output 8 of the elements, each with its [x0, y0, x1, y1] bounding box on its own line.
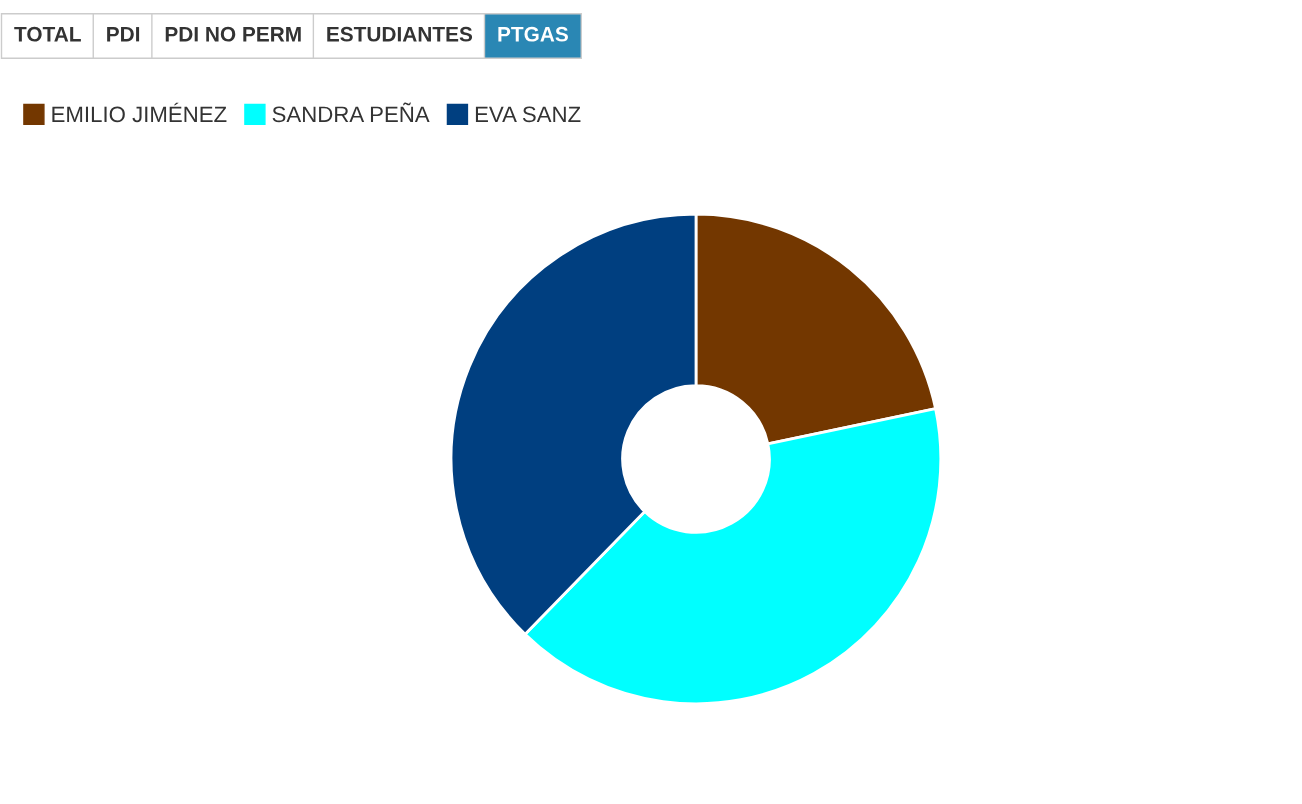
legend-label: EMILIO JIMÉNEZ	[52, 102, 227, 123]
text: PTGAS	[498, 26, 568, 42]
legend-label: SANDRA PEÑA	[272, 102, 430, 123]
text: ESTUDIANTES	[327, 26, 473, 42]
text: PDI	[107, 27, 140, 42]
text: PDI NO PERM	[165, 26, 301, 42]
text: TOTAL	[14, 26, 81, 42]
legend-label: EVA SANZ	[475, 106, 581, 123]
